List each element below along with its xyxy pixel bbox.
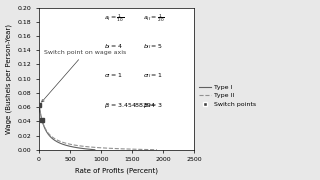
Type I — [45, 131, 49, 133]
Type I — [37, 102, 41, 105]
Text: $b_{II} = 5$: $b_{II} = 5$ — [143, 42, 163, 51]
Y-axis label: Wage (Bushels per Person-Year): Wage (Bushels per Person-Year) — [5, 24, 12, 134]
X-axis label: Rate of Profits (Percent): Rate of Profits (Percent) — [75, 168, 158, 174]
Text: $\beta_{II} = 3$: $\beta_{II} = 3$ — [143, 101, 163, 110]
Type II — [129, 148, 133, 150]
Type II — [152, 149, 156, 151]
Type II — [37, 104, 41, 106]
Text: $\beta_I = 3.45488394$: $\beta_I = 3.45488394$ — [104, 101, 157, 110]
Text: $b_I = 4$: $b_I = 4$ — [104, 42, 123, 51]
Text: $a_{II} = \frac{1}{20}$: $a_{II} = \frac{1}{20}$ — [143, 12, 165, 24]
Type II — [136, 148, 140, 150]
Type II — [45, 130, 49, 132]
Line: Type I: Type I — [39, 103, 95, 150]
Text: Switch point on wage axis: Switch point on wage axis — [42, 50, 126, 102]
Text: $\sigma_{II} = 1$: $\sigma_{II} = 1$ — [143, 71, 163, 80]
Legend: Type I, Type II, Switch points: Type I, Type II, Switch points — [199, 85, 256, 107]
Type II — [93, 146, 97, 148]
Line: Type II: Type II — [39, 105, 157, 150]
Text: $a_I = \frac{1}{10}$: $a_I = \frac{1}{10}$ — [104, 12, 125, 24]
Text: $\sigma_I = 1$: $\sigma_I = 1$ — [104, 71, 123, 80]
